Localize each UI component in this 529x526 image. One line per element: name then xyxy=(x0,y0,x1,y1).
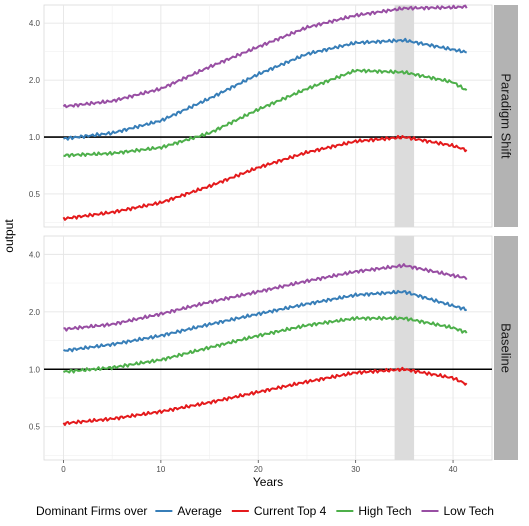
series-line-low-tech xyxy=(62,4,468,109)
facet-strip-label: Baseline xyxy=(499,323,514,373)
y-tick-label: 2.0 xyxy=(29,308,41,317)
panel-background xyxy=(43,235,493,461)
panel-0: 0.5 1.0 2.0 4.0 Paradigm Shift xyxy=(29,4,518,228)
shaded-band xyxy=(394,236,415,460)
y-tick-label: 2.0 xyxy=(29,76,41,85)
x-tick-label: 40 xyxy=(449,465,458,474)
series-line-average xyxy=(63,37,468,141)
legend-label: High Tech xyxy=(358,504,411,518)
series-line-current-top-4 xyxy=(62,366,468,426)
legend-title: Dominant Firms over xyxy=(36,504,147,518)
legend-label: Low Tech xyxy=(444,504,494,518)
legend-label: Current Top 4 xyxy=(254,504,327,518)
legend: Dominant Firms over Average Current Top 4… xyxy=(36,504,494,518)
y-tick-label: 4.0 xyxy=(29,19,41,28)
y-tick-label: 1.0 xyxy=(29,365,41,374)
facet-strip xyxy=(494,5,518,227)
shaded-band xyxy=(394,5,415,227)
x-tick-label: 0 xyxy=(61,465,66,474)
x-tick-label: 20 xyxy=(254,465,263,474)
series-line-high-tech xyxy=(63,68,468,158)
y-tick-label: 4.0 xyxy=(29,250,41,259)
series-line-average xyxy=(63,289,467,353)
y-tick-label: 1.0 xyxy=(29,133,41,142)
y-axis-title: output xyxy=(2,219,16,253)
series-line-low-tech xyxy=(63,263,468,332)
x-tick-label: 30 xyxy=(351,465,360,474)
panel-1: 0.5 1.0 2.0 4.0 Baseline xyxy=(29,235,518,461)
y-tick-label: 0.5 xyxy=(29,423,41,432)
x-axis-title: Years xyxy=(253,475,283,489)
series-line-high-tech xyxy=(63,315,468,374)
facet-strip xyxy=(494,236,518,460)
series-line-current-top-4 xyxy=(62,134,468,221)
x-tick-label: 10 xyxy=(156,465,165,474)
legend-label: Average xyxy=(177,504,222,518)
panels: 0.5 1.0 2.0 4.0 Paradigm Shift 0.5 1.0 2.0 4.0 Ba… xyxy=(29,4,518,461)
x-axis-ticks: 0 10 20 30 40 xyxy=(61,460,458,474)
y-tick-label: 0.5 xyxy=(29,190,41,199)
facet-strip-label: Paradigm Shift xyxy=(499,73,514,159)
